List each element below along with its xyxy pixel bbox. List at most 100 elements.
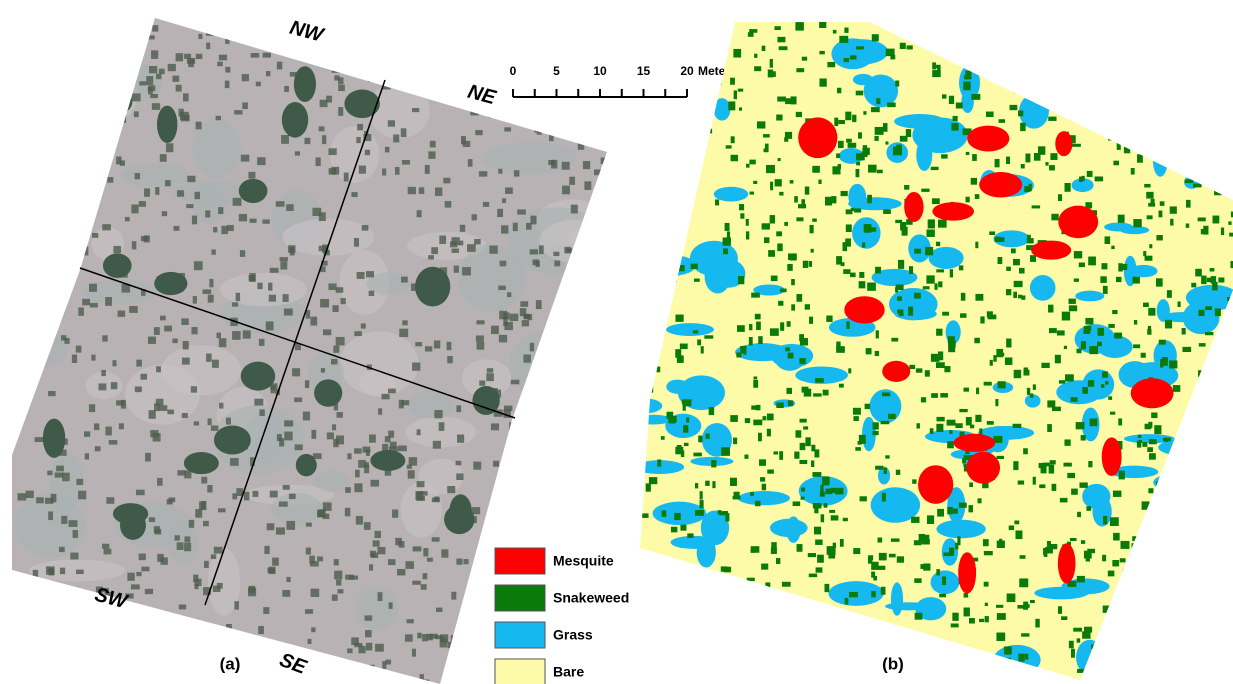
shrub	[344, 173, 349, 182]
snakeweed-patch	[1196, 139, 1200, 148]
shrub	[288, 245, 295, 252]
shrub	[67, 195, 72, 200]
snakeweed-patch	[1208, 458, 1211, 462]
snakeweed-patch	[812, 218, 817, 221]
snakeweed-patch	[845, 112, 851, 121]
shrub	[579, 388, 584, 397]
grass-patch	[688, 36, 708, 58]
snakeweed-patch	[648, 582, 654, 591]
snakeweed-patch	[1182, 328, 1186, 334]
shrub	[401, 128, 407, 137]
snakeweed-patch	[1133, 219, 1141, 227]
shrub	[184, 54, 191, 59]
shrub	[249, 273, 255, 282]
shrub	[35, 79, 44, 87]
snakeweed-patch	[1074, 278, 1079, 281]
grass-patch	[912, 117, 967, 153]
snakeweed-patch	[1211, 418, 1219, 423]
snakeweed-patch	[1044, 552, 1048, 557]
shrub	[575, 381, 583, 389]
shrub	[581, 334, 588, 342]
shrub	[399, 541, 405, 548]
snakeweed-patch	[659, 281, 663, 287]
shrub	[500, 261, 507, 267]
snakeweed-patch	[975, 415, 981, 422]
snakeweed-patch	[846, 139, 852, 143]
shrub	[194, 261, 203, 270]
shrub	[510, 112, 516, 117]
snakeweed-patch	[779, 46, 788, 50]
shrub	[364, 465, 369, 473]
shrub	[320, 299, 329, 307]
shrub	[375, 644, 384, 652]
mesquite-patch	[953, 434, 995, 452]
snakeweed-patch	[972, 154, 977, 161]
shrub	[232, 331, 241, 340]
shrub	[58, 589, 63, 598]
snakeweed-patch	[698, 88, 702, 96]
snakeweed-patch	[1113, 491, 1121, 497]
shrub	[216, 333, 221, 339]
shrub	[38, 310, 44, 318]
snakeweed-patch	[659, 618, 666, 623]
snakeweed-patch	[944, 366, 950, 372]
snakeweed-patch	[661, 436, 665, 440]
snakeweed-patch	[811, 627, 819, 631]
shrub	[306, 523, 312, 527]
snakeweed-patch	[865, 404, 870, 409]
snakeweed-patch	[1155, 600, 1161, 607]
snakeweed-patch	[1177, 622, 1181, 626]
snakeweed-patch	[1019, 578, 1028, 587]
snakeweed-patch	[1004, 658, 1012, 663]
shrub	[258, 626, 264, 634]
snakeweed-patch	[985, 603, 988, 606]
shrub	[451, 237, 459, 245]
shrub	[88, 58, 97, 65]
shrub	[592, 112, 597, 121]
snakeweed-patch	[1082, 631, 1090, 638]
snakeweed-patch	[1164, 24, 1173, 30]
mesquite-patch	[1131, 378, 1174, 408]
snakeweed-patch	[1222, 656, 1226, 660]
snakeweed-patch	[908, 307, 913, 316]
snakeweed-patch	[1080, 71, 1089, 80]
shrub	[480, 664, 488, 672]
shrub	[509, 422, 514, 430]
snakeweed-patch	[681, 623, 688, 632]
shrub	[389, 602, 393, 609]
snakeweed-patch	[805, 437, 810, 446]
snakeweed-patch	[674, 513, 681, 520]
shrub	[303, 43, 309, 51]
shrub	[429, 634, 437, 639]
snakeweed-patch	[658, 63, 665, 69]
shrub	[378, 592, 383, 601]
snakeweed-patch	[680, 344, 688, 350]
shrub	[286, 521, 295, 530]
snakeweed-patch	[767, 647, 775, 650]
snakeweed-patch	[904, 185, 909, 190]
snakeweed-patch	[1178, 155, 1181, 158]
snakeweed-patch	[733, 49, 741, 58]
snakeweed-patch	[753, 380, 758, 388]
snakeweed-patch	[966, 417, 972, 425]
snakeweed-patch	[801, 604, 805, 607]
shrub	[447, 486, 455, 493]
shrub	[276, 527, 285, 534]
shrub	[417, 481, 425, 487]
snakeweed-patch	[876, 330, 879, 338]
snakeweed-patch	[708, 129, 712, 134]
shrub	[31, 361, 38, 368]
shrub	[24, 612, 31, 619]
snakeweed-patch	[788, 253, 797, 260]
snakeweed-patch	[1156, 481, 1160, 487]
shrub	[311, 589, 320, 597]
snakeweed-patch	[1202, 488, 1206, 494]
light-patch	[81, 280, 159, 305]
shrub	[563, 346, 570, 354]
snakeweed-patch	[731, 598, 740, 605]
snakeweed-patch	[796, 68, 804, 72]
snakeweed-patch	[940, 44, 945, 51]
snakeweed-patch	[817, 555, 824, 563]
snakeweed-patch	[751, 546, 760, 553]
snakeweed-patch	[678, 617, 686, 625]
